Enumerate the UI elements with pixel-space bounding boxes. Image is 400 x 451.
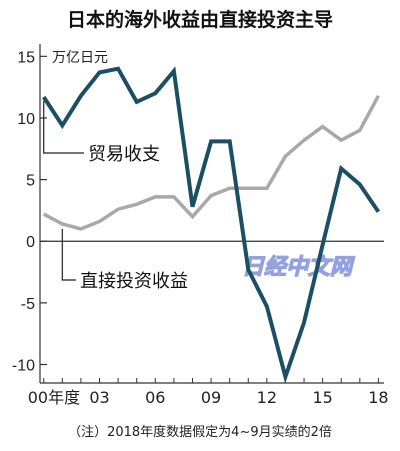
chart-title: 日本的海外收益由直接投资主导 [67, 8, 333, 31]
y-tick-label: 10 [17, 111, 35, 128]
y-tick-label: 15 [17, 49, 35, 66]
x-tick-label: 12 [257, 388, 277, 407]
series-label-trade: 贸易收支 [88, 144, 160, 165]
x-tick-label: 09 [201, 388, 221, 407]
x-tick-label: 15 [312, 388, 332, 407]
x-tick-label: 03 [89, 388, 109, 407]
series-line-trade-balance [42, 66, 381, 384]
y-axis: 15 10 5 0 -5 -10 [12, 49, 47, 375]
series-line-direct-investment [42, 94, 380, 231]
y-tick-label: -5 [21, 296, 35, 313]
y-tick-label: 5 [26, 173, 35, 190]
callout-leader-investment [61, 228, 76, 281]
series-label-investment: 直接投资收益 [80, 271, 188, 292]
x-tick-label: 18 [368, 388, 388, 407]
y-tick-label: 0 [26, 234, 35, 251]
x-axis: 00年度 03 06 09 12 15 18 [28, 378, 389, 407]
series-callouts: 贸易收支 直接投资收益 [43, 101, 188, 292]
callout-leader-trade [43, 101, 84, 154]
y-tick-label: -10 [12, 358, 35, 375]
series-layer [42, 66, 381, 384]
watermark-logo: 日经中文网 [242, 254, 355, 280]
footnote: （注）2018年度数据假定为4~9月实绩的2倍 [68, 424, 332, 440]
x-tick-label: 06 [145, 388, 165, 407]
unit-label: 万亿日元 [52, 50, 108, 66]
x-tick-label: 00年度 [28, 388, 80, 407]
